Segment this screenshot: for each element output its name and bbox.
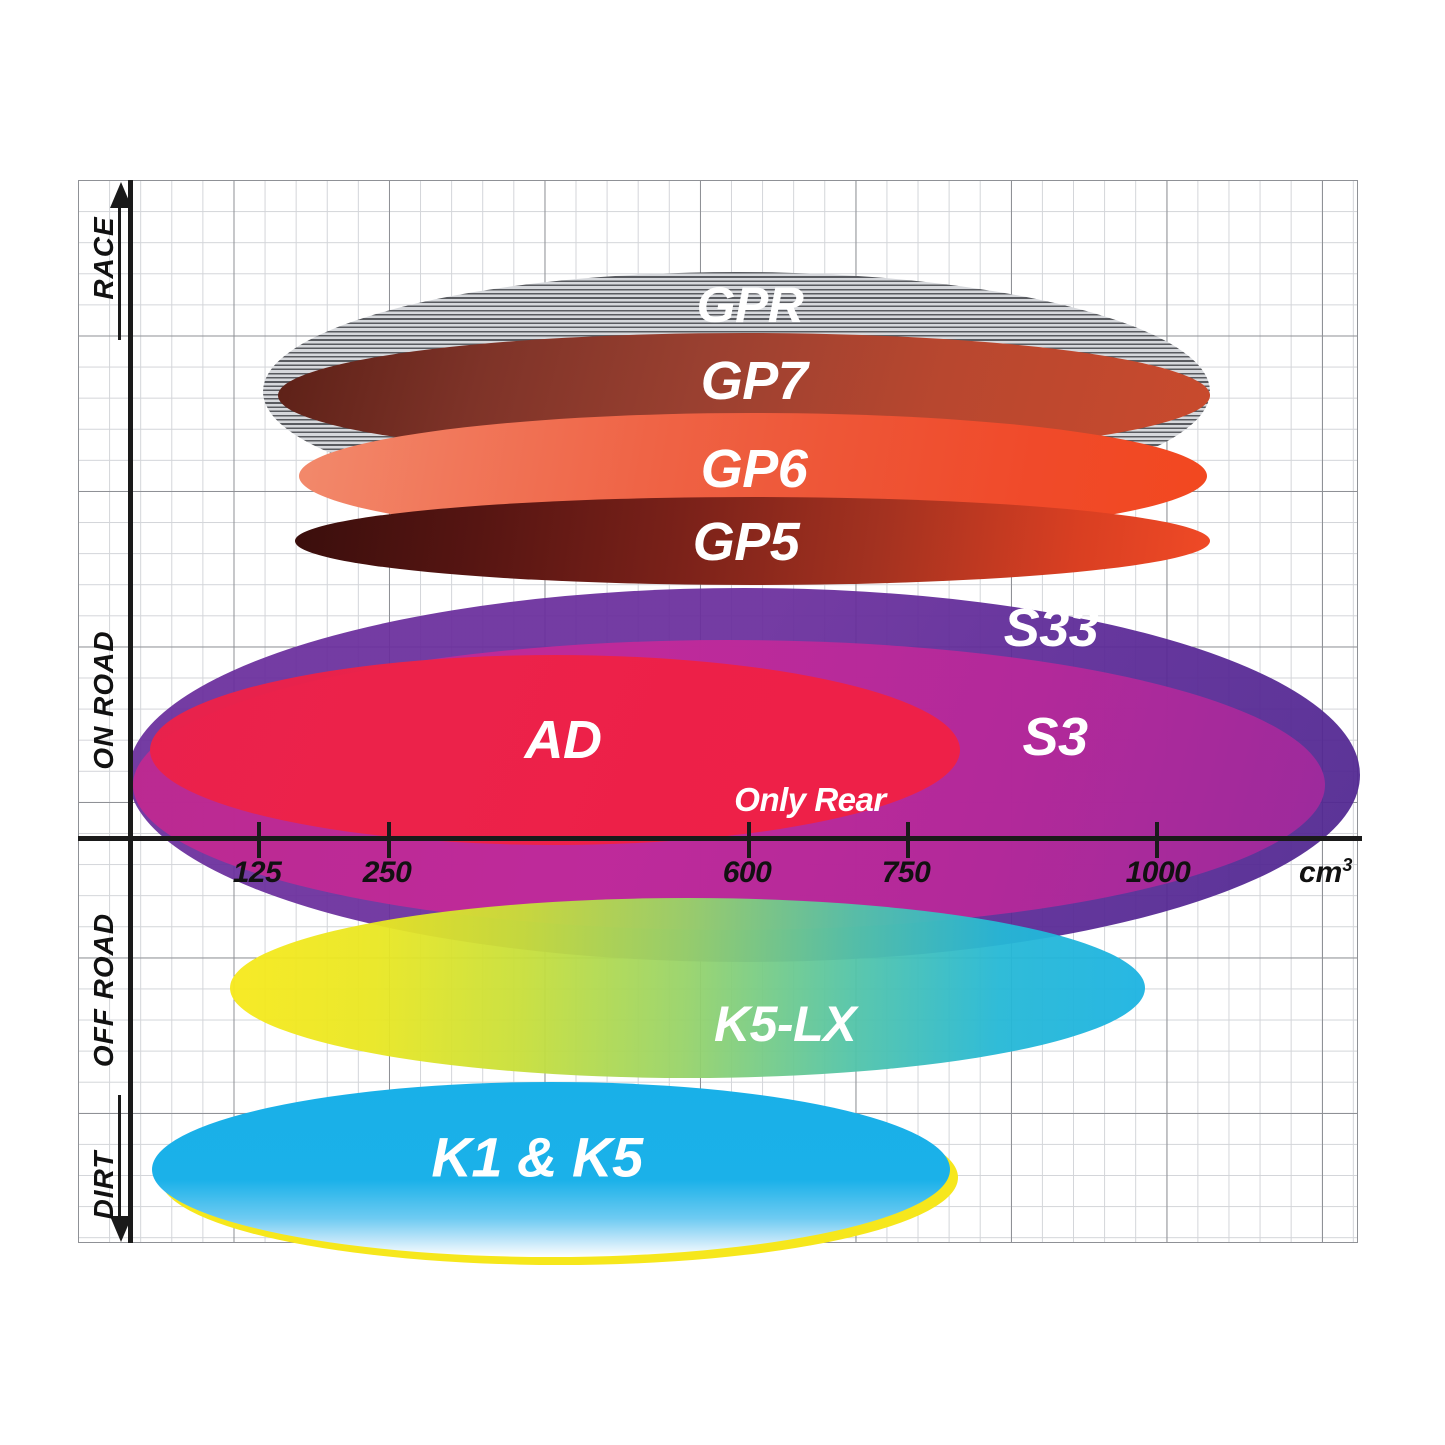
region-label-k1-k5: K1 & K5 [431, 1125, 643, 1189]
x-axis-line [78, 836, 1362, 841]
region-label-s3: S3 [1022, 707, 1088, 767]
region-label-gp5: GP5 [692, 512, 800, 572]
race-direction-rail [118, 195, 121, 340]
region-k1-k5 [152, 1082, 950, 1257]
x-axis-unit-exponent: 3 [1342, 855, 1353, 875]
x-tick-250 [387, 822, 391, 858]
x-axis-unit-label: cm3 [1299, 855, 1352, 890]
region-label-gpr: GPR [696, 277, 804, 333]
y-category-race: RACE [88, 216, 119, 300]
dirt-direction-rail [118, 1095, 121, 1223]
y-axis-line [128, 180, 133, 1243]
x-tick-label-1000: 1000 [1125, 856, 1191, 889]
region-k5-lx [230, 898, 1145, 1078]
x-tick-label-600: 600 [722, 856, 772, 889]
x-axis-unit-text: cm [1299, 856, 1343, 889]
arrow-down-icon [110, 1216, 132, 1242]
x-tick-1000 [1155, 822, 1159, 858]
region-label-s33: S33 [1003, 598, 1099, 658]
region-gp5 [295, 497, 1210, 585]
region-ad [150, 655, 960, 845]
region-label-gp7: GP7 [700, 351, 808, 411]
x-tick-750 [906, 822, 910, 858]
x-tick-600 [747, 822, 751, 858]
x-tick-label-750: 750 [881, 856, 931, 889]
region-label-k5-lx: K5-LX [714, 996, 856, 1052]
region-label-ad: AD [524, 710, 603, 770]
x-tick-label-250: 250 [362, 856, 412, 889]
x-tick-125 [257, 822, 261, 858]
arrow-up-icon [110, 182, 132, 208]
annotation-only-rear: Only Rear [734, 781, 886, 818]
y-category-on-road: ON ROAD [88, 630, 119, 770]
region-label-gp6: GP6 [700, 439, 808, 499]
y-category-dirt: DIRT [88, 1150, 119, 1220]
x-tick-label-125: 125 [232, 856, 282, 889]
y-category-off-road: OFF ROAD [88, 912, 119, 1068]
